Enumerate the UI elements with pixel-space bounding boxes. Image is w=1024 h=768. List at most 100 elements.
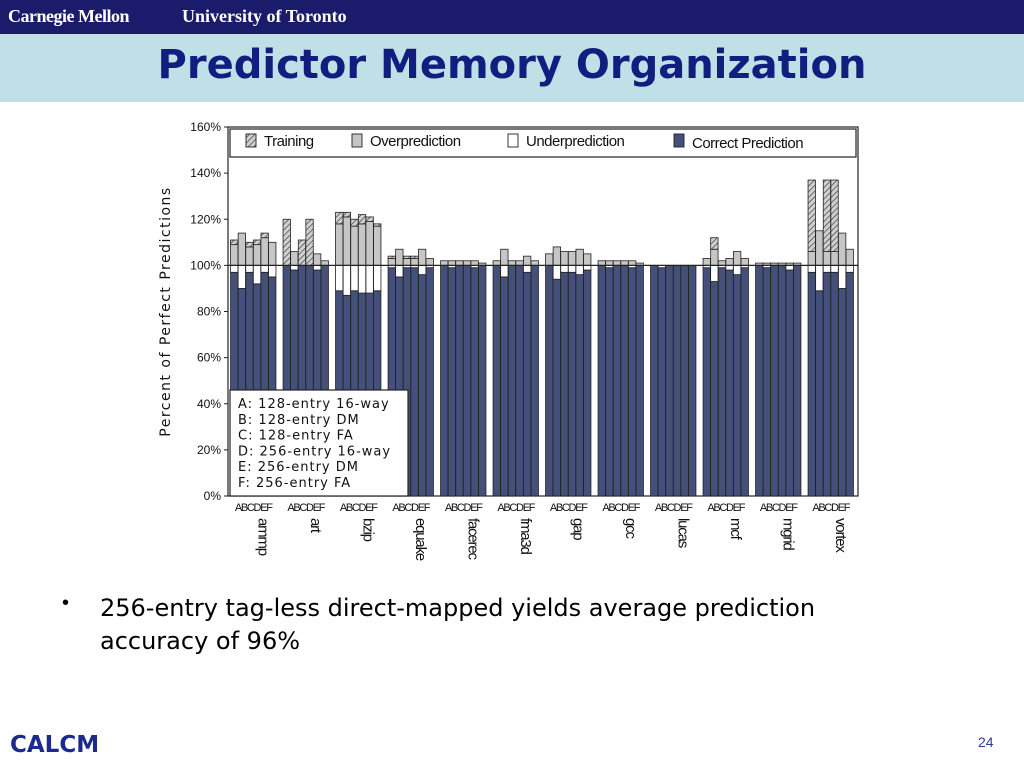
config-letters: ABCDEF — [812, 502, 850, 514]
category-label: mcf — [727, 518, 744, 541]
bar-overprediction — [268, 241, 277, 266]
bar-correct-prediction — [418, 274, 427, 497]
bar-overprediction — [725, 258, 734, 266]
bar-correct-prediction — [560, 271, 569, 497]
legend-swatch — [351, 133, 363, 148]
bar-training — [357, 214, 367, 225]
page-number: 24 — [978, 734, 994, 750]
config-legend-box — [229, 389, 409, 497]
category-label: bzip — [359, 518, 376, 542]
bar-underprediction — [838, 264, 847, 289]
bar-correct-prediction — [688, 264, 697, 497]
bar-correct-prediction — [492, 264, 501, 497]
bar-overprediction — [523, 255, 532, 266]
bar-overprediction — [552, 246, 561, 266]
y-tick-label: 0% — [204, 489, 222, 503]
bar-correct-prediction — [650, 264, 659, 497]
bar-underprediction — [290, 264, 299, 271]
bar-overprediction — [620, 260, 629, 266]
config-letters: ABCDEF — [602, 502, 640, 514]
bar-correct-prediction — [740, 267, 749, 497]
bar-training — [807, 179, 816, 252]
config-legend-item: F: 256-entry FA — [238, 476, 351, 491]
slide-title: Predictor Memory Organization — [157, 42, 867, 88]
legend-label: Overprediction — [370, 133, 461, 150]
bar-training — [252, 239, 262, 246]
config-legend-item: D: 256-entry 16-way — [238, 444, 391, 459]
bar-overprediction — [252, 244, 262, 266]
bar-overprediction — [838, 232, 847, 266]
bar-overprediction — [717, 260, 727, 266]
bar-underprediction — [845, 264, 854, 273]
bar-correct-prediction — [628, 267, 637, 497]
bar-correct-prediction — [455, 264, 464, 497]
cmu-logo-text: Carnegie Mellon — [8, 6, 129, 26]
bar-underprediction — [373, 264, 382, 292]
y-tick-label: 140% — [190, 166, 221, 180]
bar-correct-prediction — [515, 264, 524, 497]
bar-correct-prediction — [733, 274, 742, 497]
bar-overprediction — [492, 260, 501, 266]
legend-swatch — [507, 133, 519, 148]
legend-swatch — [245, 133, 257, 148]
bar-overprediction — [395, 248, 404, 266]
bar-training — [830, 179, 839, 252]
bar-underprediction — [313, 264, 322, 271]
bar-underprediction — [418, 264, 427, 275]
bar-correct-prediction — [822, 271, 832, 497]
config-letters: ABCDEF — [392, 502, 430, 514]
bar-underprediction — [237, 264, 246, 289]
bar-training — [410, 255, 419, 259]
bar-correct-prediction — [447, 267, 456, 497]
bar-correct-prediction — [793, 264, 802, 497]
bar-underprediction — [500, 264, 509, 278]
bar-overprediction — [462, 260, 472, 266]
bar-overprediction — [230, 244, 239, 266]
y-tick-label: 160% — [190, 120, 221, 134]
config-legend-item: B: 128-entry DM — [238, 413, 360, 428]
y-tick-label: 40% — [197, 397, 221, 411]
bar-overprediction — [237, 232, 246, 266]
bar-overprediction — [710, 248, 719, 266]
bar-correct-prediction — [605, 267, 614, 497]
bar-training — [342, 211, 351, 218]
category-label: facerec — [464, 518, 481, 560]
bar-underprediction — [583, 264, 592, 271]
bar-overprediction — [807, 251, 816, 266]
config-letters: ABCDEF — [287, 502, 325, 514]
category-label: gap — [569, 518, 586, 540]
config-letters: ABCDEF — [497, 502, 535, 514]
bar-correct-prediction — [838, 288, 847, 497]
config-legend-item: E: 256-entry DM — [238, 460, 359, 475]
bar-correct-prediction — [575, 274, 584, 497]
bar-correct-prediction — [710, 281, 719, 497]
bar-training — [297, 239, 307, 266]
bar-correct-prediction — [680, 264, 689, 497]
bar-overprediction — [357, 223, 367, 266]
bar-correct-prediction — [725, 269, 734, 497]
bar-overprediction — [822, 251, 832, 266]
config-legend-item: C: 128-entry FA — [238, 429, 354, 444]
bar-overprediction — [245, 246, 254, 266]
bar-overprediction — [605, 260, 614, 266]
bar-underprediction — [552, 264, 561, 280]
bar-correct-prediction — [552, 278, 561, 497]
title-bar: Predictor Memory Organization — [0, 34, 1024, 102]
bar-overprediction — [342, 216, 351, 266]
category-label: gcc — [622, 518, 639, 539]
bar-overprediction — [612, 260, 622, 266]
bar-correct-prediction — [507, 264, 517, 497]
bar-training — [282, 218, 291, 266]
config-letters: ABCDEF — [707, 502, 745, 514]
bar-correct-prediction — [815, 290, 824, 497]
bar-correct-prediction — [583, 269, 592, 497]
bar-overprediction — [410, 258, 419, 266]
bar-underprediction — [260, 264, 269, 273]
bar-correct-prediction — [665, 264, 674, 497]
config-letters: ABCDEF — [445, 502, 483, 514]
bar-correct-prediction — [777, 264, 787, 497]
bar-correct-prediction — [770, 264, 779, 497]
bar-underprediction — [815, 264, 824, 292]
bullet-text: 256-entry tag-less direct-mapped yields … — [100, 594, 816, 655]
y-tick-label: 80% — [197, 305, 221, 319]
